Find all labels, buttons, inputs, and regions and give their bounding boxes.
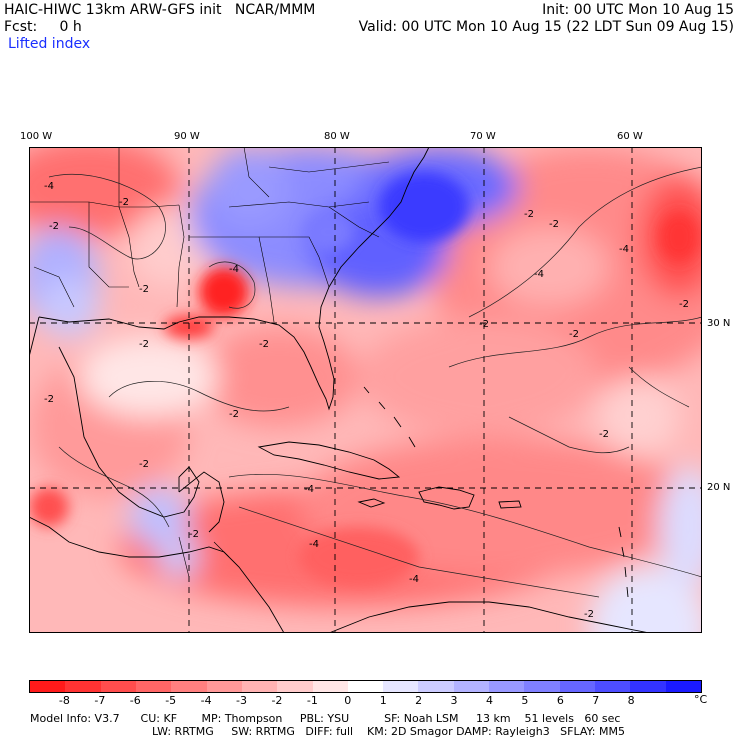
contour-label: -2 [189, 529, 199, 540]
contour-label-group: -4 -2 -2 -2 -4 -2 -2 -4 -2 -2 -2 -4 -2 -… [44, 181, 689, 620]
map-frame [29, 147, 702, 633]
colorbar-tick-label: 0 [344, 694, 352, 707]
contour-label: -2 [679, 299, 689, 310]
contour-label: -2 [44, 394, 54, 405]
colorbar-swatch [383, 681, 419, 692]
colorbar-tick-label: 5 [521, 694, 529, 707]
colorbar-tick-label: 2 [415, 694, 423, 707]
contour-label: -2 [139, 284, 149, 295]
colorbar-swatch [595, 681, 631, 692]
contour-lines [48, 166, 702, 598]
colorbar-tick-label: -5 [165, 694, 177, 707]
colorbar-swatch [665, 681, 701, 692]
lon-label-90w: 90 W [174, 131, 200, 142]
colorbar-swatch [453, 681, 490, 692]
colorbar-unit: °C [694, 693, 708, 706]
model-info-line-2: LW: RRTMG SW: RRTMG DIFF: full KM: 2D Sm… [152, 725, 625, 738]
contour-label: -4 [409, 574, 419, 585]
init-time: Init: 00 UTC Mon 10 Aug 15 [542, 2, 734, 18]
colorbar-swatch [312, 681, 348, 692]
contour-label: -2 [139, 339, 149, 350]
colorbar-swatch [100, 681, 136, 692]
political-borders [29, 147, 390, 578]
colorbar-swatch [559, 681, 595, 692]
colorbar-tick-label: -1 [306, 694, 318, 707]
contour-label: -2 [229, 409, 239, 420]
colorbar-swatch [171, 681, 207, 692]
colorbar-tick-label: 7 [592, 694, 600, 707]
colorbar-tick-label: 8 [627, 694, 635, 707]
contour-label: -2 [259, 339, 269, 350]
contour-label: -2 [139, 459, 149, 470]
lifted-index-detail [29, 172, 699, 587]
valid-time: Valid: 00 UTC Mon 10 Aug 15 (22 LDT Sun … [358, 19, 734, 35]
contour-label: -2 [524, 209, 534, 220]
colorbar-tick-label: -6 [129, 694, 141, 707]
lifted-index-map: -4 -2 -2 -2 -4 -2 -2 -4 -2 -2 -2 -4 -2 -… [29, 147, 702, 633]
lat-label-30n: 30 N [707, 318, 731, 329]
colorbar-swatch [630, 681, 666, 692]
colorbar-tick-label: -8 [58, 694, 70, 707]
colorbar-tick-label: 3 [450, 694, 458, 707]
colorbar-swatch [347, 681, 384, 692]
contour-label: -4 [229, 264, 239, 275]
colorbar-swatch [241, 681, 278, 692]
field-name: Lifted index [8, 36, 91, 52]
contour-label: -2 [584, 609, 594, 620]
colorbar-tick-label: -3 [236, 694, 247, 707]
colorbar-swatch [524, 681, 560, 692]
contour-label: -2 [599, 429, 609, 440]
lon-label-100w: 100 W [20, 131, 53, 142]
lon-label-60w: 60 W [617, 131, 643, 142]
contour-label: -4 [44, 181, 54, 192]
contour-label: -4 [304, 484, 314, 495]
colorbar-swatch [206, 681, 242, 692]
colorbar-tick-label: 4 [485, 694, 493, 707]
colorbar-swatch [418, 681, 454, 692]
colorbar-tick-label: 1 [379, 694, 387, 707]
colorbar-tick-label: -4 [200, 694, 212, 707]
contour-label: -2 [549, 219, 559, 230]
model-title: HAIC-HIWC 13km ARW-GFS init NCAR/MMM [4, 2, 316, 18]
model-info-line-1: Model Info: V3.7 CU: KF MP: Thompson PBL… [30, 712, 621, 725]
lat-label-20n: 20 N [707, 482, 731, 493]
colorbar-tick-label: 6 [556, 694, 564, 707]
colorbar-tick-label: -2 [271, 694, 283, 707]
colorbar-swatch [65, 681, 101, 692]
colorbar-swatch [277, 681, 313, 692]
colorbar-swatch [30, 681, 66, 692]
lat-lon-grid [29, 147, 702, 633]
contour-label: -2 [49, 221, 59, 232]
contour-label: -4 [619, 244, 629, 255]
colorbar-swatch [489, 681, 525, 692]
lon-label-80w: 80 W [324, 131, 350, 142]
forecast-hour: Fcst: 0 h [4, 19, 82, 35]
contour-label: -2 [569, 329, 579, 340]
colorbar [29, 680, 702, 693]
contour-label: -4 [309, 539, 319, 550]
contour-label: -2 [479, 319, 489, 330]
coastlines [29, 147, 650, 633]
colorbar-swatch [135, 681, 172, 692]
lon-label-70w: 70 W [470, 131, 496, 142]
colorbar-tick-label: -7 [94, 694, 106, 707]
lifted-index-field [29, 147, 702, 633]
contour-label: -2 [119, 197, 129, 208]
contour-label: -4 [534, 269, 544, 280]
